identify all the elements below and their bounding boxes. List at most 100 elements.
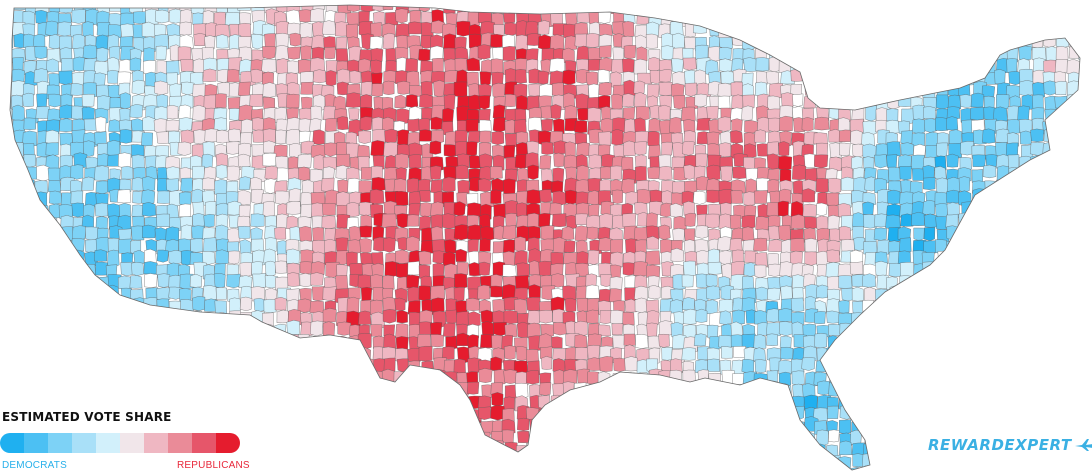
county-shape: [1077, 116, 1080, 132]
county-shape: [672, 32, 685, 50]
county-shape: [349, 382, 362, 397]
county-shape: [94, 165, 109, 181]
county-shape: [814, 311, 826, 324]
county-shape: [1019, 166, 1033, 180]
county-shape: [431, 406, 443, 420]
county-shape: [287, 46, 301, 60]
county-shape: [1019, 371, 1034, 384]
county-shape: [996, 5, 1010, 12]
county-shape: [59, 299, 72, 314]
county-shape: [213, 273, 226, 288]
county-shape: [1079, 213, 1080, 230]
county-shape: [192, 296, 206, 311]
county-shape: [673, 95, 686, 110]
county-shape: [444, 453, 458, 467]
county-shape: [982, 23, 997, 38]
county-shape: [731, 118, 743, 132]
county-shape: [1068, 250, 1080, 265]
county-shape: [117, 370, 131, 385]
county-shape: [851, 406, 866, 421]
county-shape: [371, 418, 385, 433]
county-shape: [312, 21, 325, 37]
county-shape: [790, 8, 803, 23]
county-shape: [876, 393, 891, 408]
legend-swatch: [96, 433, 120, 453]
county-shape: [730, 392, 743, 410]
county-shape: [588, 393, 601, 411]
county-shape: [214, 371, 230, 384]
county-shape: [971, 36, 983, 51]
county-shape: [994, 356, 1008, 372]
legend-swatch: [168, 433, 192, 453]
county-shape: [478, 95, 491, 110]
county-shape: [611, 129, 624, 146]
county-shape: [645, 393, 658, 409]
county-shape: [552, 348, 567, 360]
county-shape: [983, 239, 997, 254]
county-shape: [996, 248, 1009, 263]
county-shape: [598, 69, 610, 83]
county-shape: [10, 10, 12, 27]
county-shape: [1056, 216, 1070, 229]
county-shape: [970, 417, 984, 432]
county-shape: [768, 45, 781, 60]
county-shape: [684, 420, 697, 435]
county-shape: [971, 226, 983, 241]
county-shape: [574, 334, 588, 349]
county-shape: [1079, 131, 1080, 148]
county-shape: [661, 347, 673, 361]
county-shape: [753, 373, 768, 389]
county-shape: [645, 468, 659, 470]
county-shape: [983, 417, 996, 431]
county-shape: [622, 406, 636, 420]
county-shape: [961, 286, 974, 302]
county-shape: [312, 129, 325, 145]
brand-logo-text: REWARDEXPERT: [928, 436, 1072, 454]
county-shape: [215, 333, 231, 347]
county-shape: [275, 33, 289, 48]
county-shape: [129, 104, 143, 118]
county-shape: [814, 5, 830, 11]
county-shape: [179, 191, 192, 206]
county-shape: [117, 189, 132, 204]
county-shape: [157, 273, 171, 288]
county-shape: [864, 332, 877, 348]
county-shape: [361, 444, 376, 458]
county-shape: [10, 131, 16, 148]
county-shape: [598, 465, 612, 470]
county-shape: [298, 9, 313, 23]
county-shape: [10, 152, 12, 167]
county-shape: [778, 225, 791, 241]
county-shape: [757, 430, 770, 446]
county-shape: [60, 309, 73, 325]
county-shape: [649, 416, 663, 430]
county-shape: [862, 407, 875, 420]
county-shape: [997, 192, 1010, 207]
county-shape: [1044, 249, 1060, 265]
county-shape: [25, 321, 37, 337]
county-shape: [876, 323, 891, 337]
county-shape: [325, 70, 337, 87]
county-shape: [287, 177, 302, 191]
county-shape: [994, 69, 1006, 85]
county-shape: [10, 274, 25, 289]
county-shape: [202, 394, 219, 409]
county-shape: [839, 226, 852, 241]
county-shape: [792, 406, 805, 420]
county-shape: [921, 407, 937, 424]
county-shape: [934, 349, 948, 365]
county-shape: [277, 467, 291, 470]
county-shape: [10, 311, 13, 327]
county-shape: [154, 227, 168, 241]
county-shape: [264, 165, 279, 181]
county-shape: [660, 465, 675, 470]
county-shape: [574, 225, 588, 242]
county-shape: [203, 321, 215, 337]
county-shape: [262, 467, 276, 470]
county-shape: [852, 212, 865, 228]
county-shape: [886, 373, 900, 387]
county-shape: [469, 455, 482, 470]
county-shape: [1043, 286, 1056, 302]
county-shape: [348, 441, 361, 458]
county-shape: [815, 10, 828, 27]
